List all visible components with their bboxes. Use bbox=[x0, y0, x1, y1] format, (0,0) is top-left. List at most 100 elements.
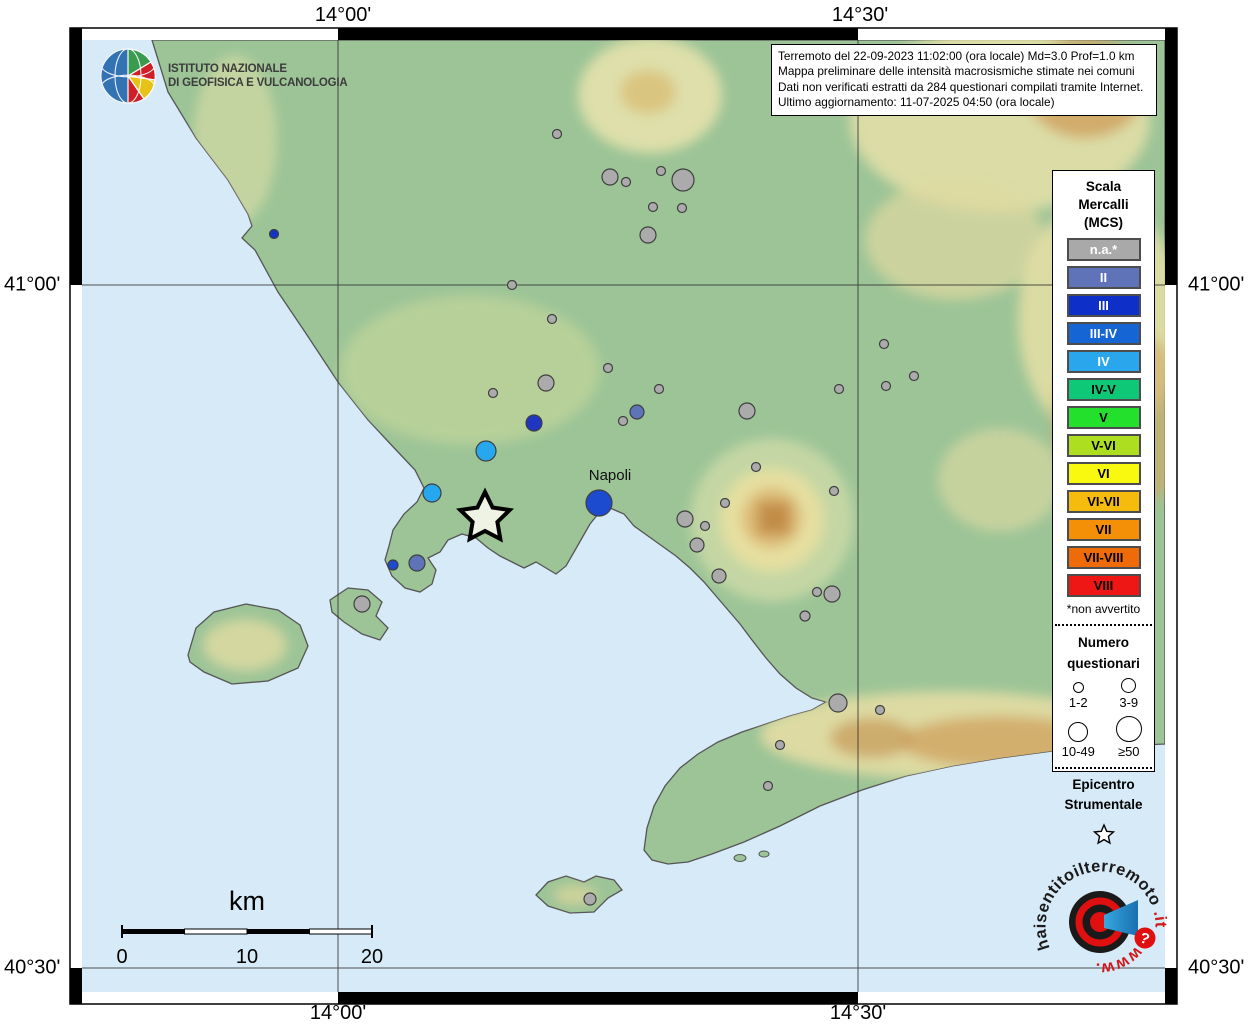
mcs-swatch-iv: IV bbox=[1066, 350, 1141, 373]
intensity-point bbox=[711, 568, 727, 584]
intensity-point bbox=[647, 201, 659, 213]
intensity-point bbox=[738, 402, 756, 420]
intensity-point bbox=[551, 128, 563, 140]
legend-title-line3: (MCS) bbox=[1084, 215, 1123, 230]
questionnaire-size-cell: 1-2 bbox=[1053, 678, 1104, 710]
intensity-point bbox=[653, 383, 665, 395]
haisentitoilterremoto-logo: haisentitoilterremoto .it www. ? bbox=[1031, 857, 1170, 977]
axis-label-bottom-left: 14°00' bbox=[309, 1002, 367, 1024]
axis-label-left-bottom: 40°30' bbox=[4, 956, 61, 979]
intensity-point bbox=[583, 892, 597, 906]
question-mark-icon: ? bbox=[1134, 927, 1156, 949]
mcs-swatch-viii: VIII bbox=[1066, 574, 1141, 597]
questionnaire-size-label: 3-9 bbox=[1119, 695, 1139, 710]
scale-bar-unit: km bbox=[229, 886, 265, 916]
legend-title-line2: Mercalli bbox=[1078, 197, 1129, 212]
bullseye-icon bbox=[1069, 891, 1138, 953]
mcs-swatch-ii: II bbox=[1066, 266, 1141, 289]
intensity-point bbox=[620, 176, 632, 188]
intensity-point bbox=[874, 704, 886, 716]
mcs-swatch-v-vi: V-VI bbox=[1066, 434, 1141, 457]
intensity-points-layer bbox=[268, 128, 920, 906]
epicenter-title-line1: Epicentro bbox=[1072, 777, 1135, 792]
questionnaire-size-label: ≥50 bbox=[1117, 744, 1140, 759]
mcs-swatch-vii-viii: VII-VIII bbox=[1066, 546, 1141, 569]
intensity-point bbox=[602, 362, 614, 374]
intensity-point bbox=[585, 489, 613, 517]
scale-bar-tick-10: 10 bbox=[235, 946, 259, 968]
event-info-box: Terremoto del 22-09-2023 11:02:00 (ora l… bbox=[771, 44, 1157, 116]
intensity-point bbox=[676, 510, 694, 528]
axis-label-top-left: 14°00' bbox=[314, 4, 372, 26]
watermark-arc-suffix: .it bbox=[1150, 909, 1170, 928]
intensity-point bbox=[908, 370, 920, 382]
axis-label-right-top: 41°00' bbox=[1188, 273, 1245, 296]
intensity-point bbox=[762, 780, 774, 792]
intensity-point bbox=[639, 226, 657, 244]
legend-panel: Scala Mercalli (MCS) n.a.* II III III-IV IV I… bbox=[1052, 170, 1155, 845]
intensity-point bbox=[750, 461, 762, 473]
mcs-swatch-iii: III bbox=[1066, 294, 1141, 317]
ingv-name-line2: DI GEOFISICA E VULCANOLOGIA bbox=[168, 77, 348, 89]
legend-title-line1: Scala bbox=[1085, 179, 1122, 194]
intensity-point bbox=[537, 374, 555, 392]
mcs-swatch-vii: VII bbox=[1066, 518, 1141, 541]
intensity-point bbox=[833, 383, 845, 395]
intensity-point bbox=[268, 228, 280, 240]
intensity-point bbox=[353, 595, 371, 613]
intensity-point bbox=[601, 168, 619, 186]
intensity-point bbox=[828, 693, 848, 713]
axis-label-bottom-right: 14°30' bbox=[829, 1002, 887, 1024]
intensity-point bbox=[880, 380, 892, 392]
ingv-globe-icon bbox=[100, 48, 156, 104]
intensity-point bbox=[774, 739, 786, 751]
mcs-swatch-n.a.*: n.a.* bbox=[1066, 238, 1141, 261]
epicenter-title-line2: Strumentale bbox=[1064, 797, 1143, 812]
mcs-swatch-v: V bbox=[1066, 406, 1141, 429]
questionnaires-title-line1: Numero bbox=[1077, 635, 1129, 650]
legend-divider-2 bbox=[1055, 767, 1152, 769]
intensity-point bbox=[506, 279, 518, 291]
intensity-point bbox=[617, 415, 629, 427]
intensity-point bbox=[823, 585, 841, 603]
intensity-point bbox=[408, 554, 426, 572]
city-label-napoli: Napoli bbox=[588, 467, 632, 484]
intensity-point bbox=[676, 202, 688, 214]
graticule bbox=[82, 40, 1165, 992]
megaphone-icon bbox=[1104, 900, 1138, 936]
mcs-swatch-iv-v: IV-V bbox=[1066, 378, 1141, 401]
intensity-point bbox=[878, 338, 890, 350]
scale-bar-tick-20: 20 bbox=[360, 946, 384, 968]
intensity-point bbox=[475, 440, 497, 462]
questionnaire-size-cell: 3-9 bbox=[1104, 678, 1155, 710]
axis-label-right-bottom: 40°30' bbox=[1188, 956, 1245, 979]
intensity-point bbox=[546, 313, 558, 325]
questionnaire-size-cell: ≥50 bbox=[1104, 716, 1155, 759]
intensity-point bbox=[525, 414, 543, 432]
questionnaire-size-cell: 10-49 bbox=[1053, 716, 1104, 759]
intensity-point bbox=[828, 485, 840, 497]
intensity-point bbox=[689, 537, 705, 553]
questionnaire-size-label: 1-2 bbox=[1068, 695, 1088, 710]
landmass bbox=[151, 40, 1165, 914]
scale-bar-tick-0: 0 bbox=[116, 946, 128, 968]
mcs-swatch-vi: VI bbox=[1066, 462, 1141, 485]
intensity-point bbox=[387, 559, 399, 571]
questionnaire-size-circle bbox=[1068, 722, 1089, 742]
intensity-point bbox=[811, 586, 823, 598]
ingv-logo: ISTITUTO NAZIONALE DI GEOFISICA E VULCAN… bbox=[98, 46, 348, 106]
intensity-point bbox=[422, 483, 442, 503]
mcs-swatch-iii-iv: III-IV bbox=[1066, 322, 1141, 345]
intensity-point bbox=[799, 610, 811, 622]
intensity-point bbox=[719, 497, 731, 509]
intensity-point bbox=[629, 404, 645, 420]
info-line-event: Terremoto del 22-09-2023 11:02:00 (ora l… bbox=[778, 49, 1135, 63]
info-line-updated: Ultimo aggiornamento: 11-07-2025 04:50 (… bbox=[778, 95, 1055, 110]
questionnaire-sizes: 1-2 3-9 10-49 ≥50 bbox=[1053, 678, 1154, 759]
mcs-scale-swatches: n.a.* II III III-IV IV IV-V V V-VI VI VI-VII VII VI… bbox=[1053, 238, 1154, 597]
ingv-name-line1: ISTITUTO NAZIONALE bbox=[168, 63, 287, 75]
legend-footnote: *non avvertito bbox=[1066, 602, 1141, 616]
intensity-point bbox=[655, 165, 667, 177]
